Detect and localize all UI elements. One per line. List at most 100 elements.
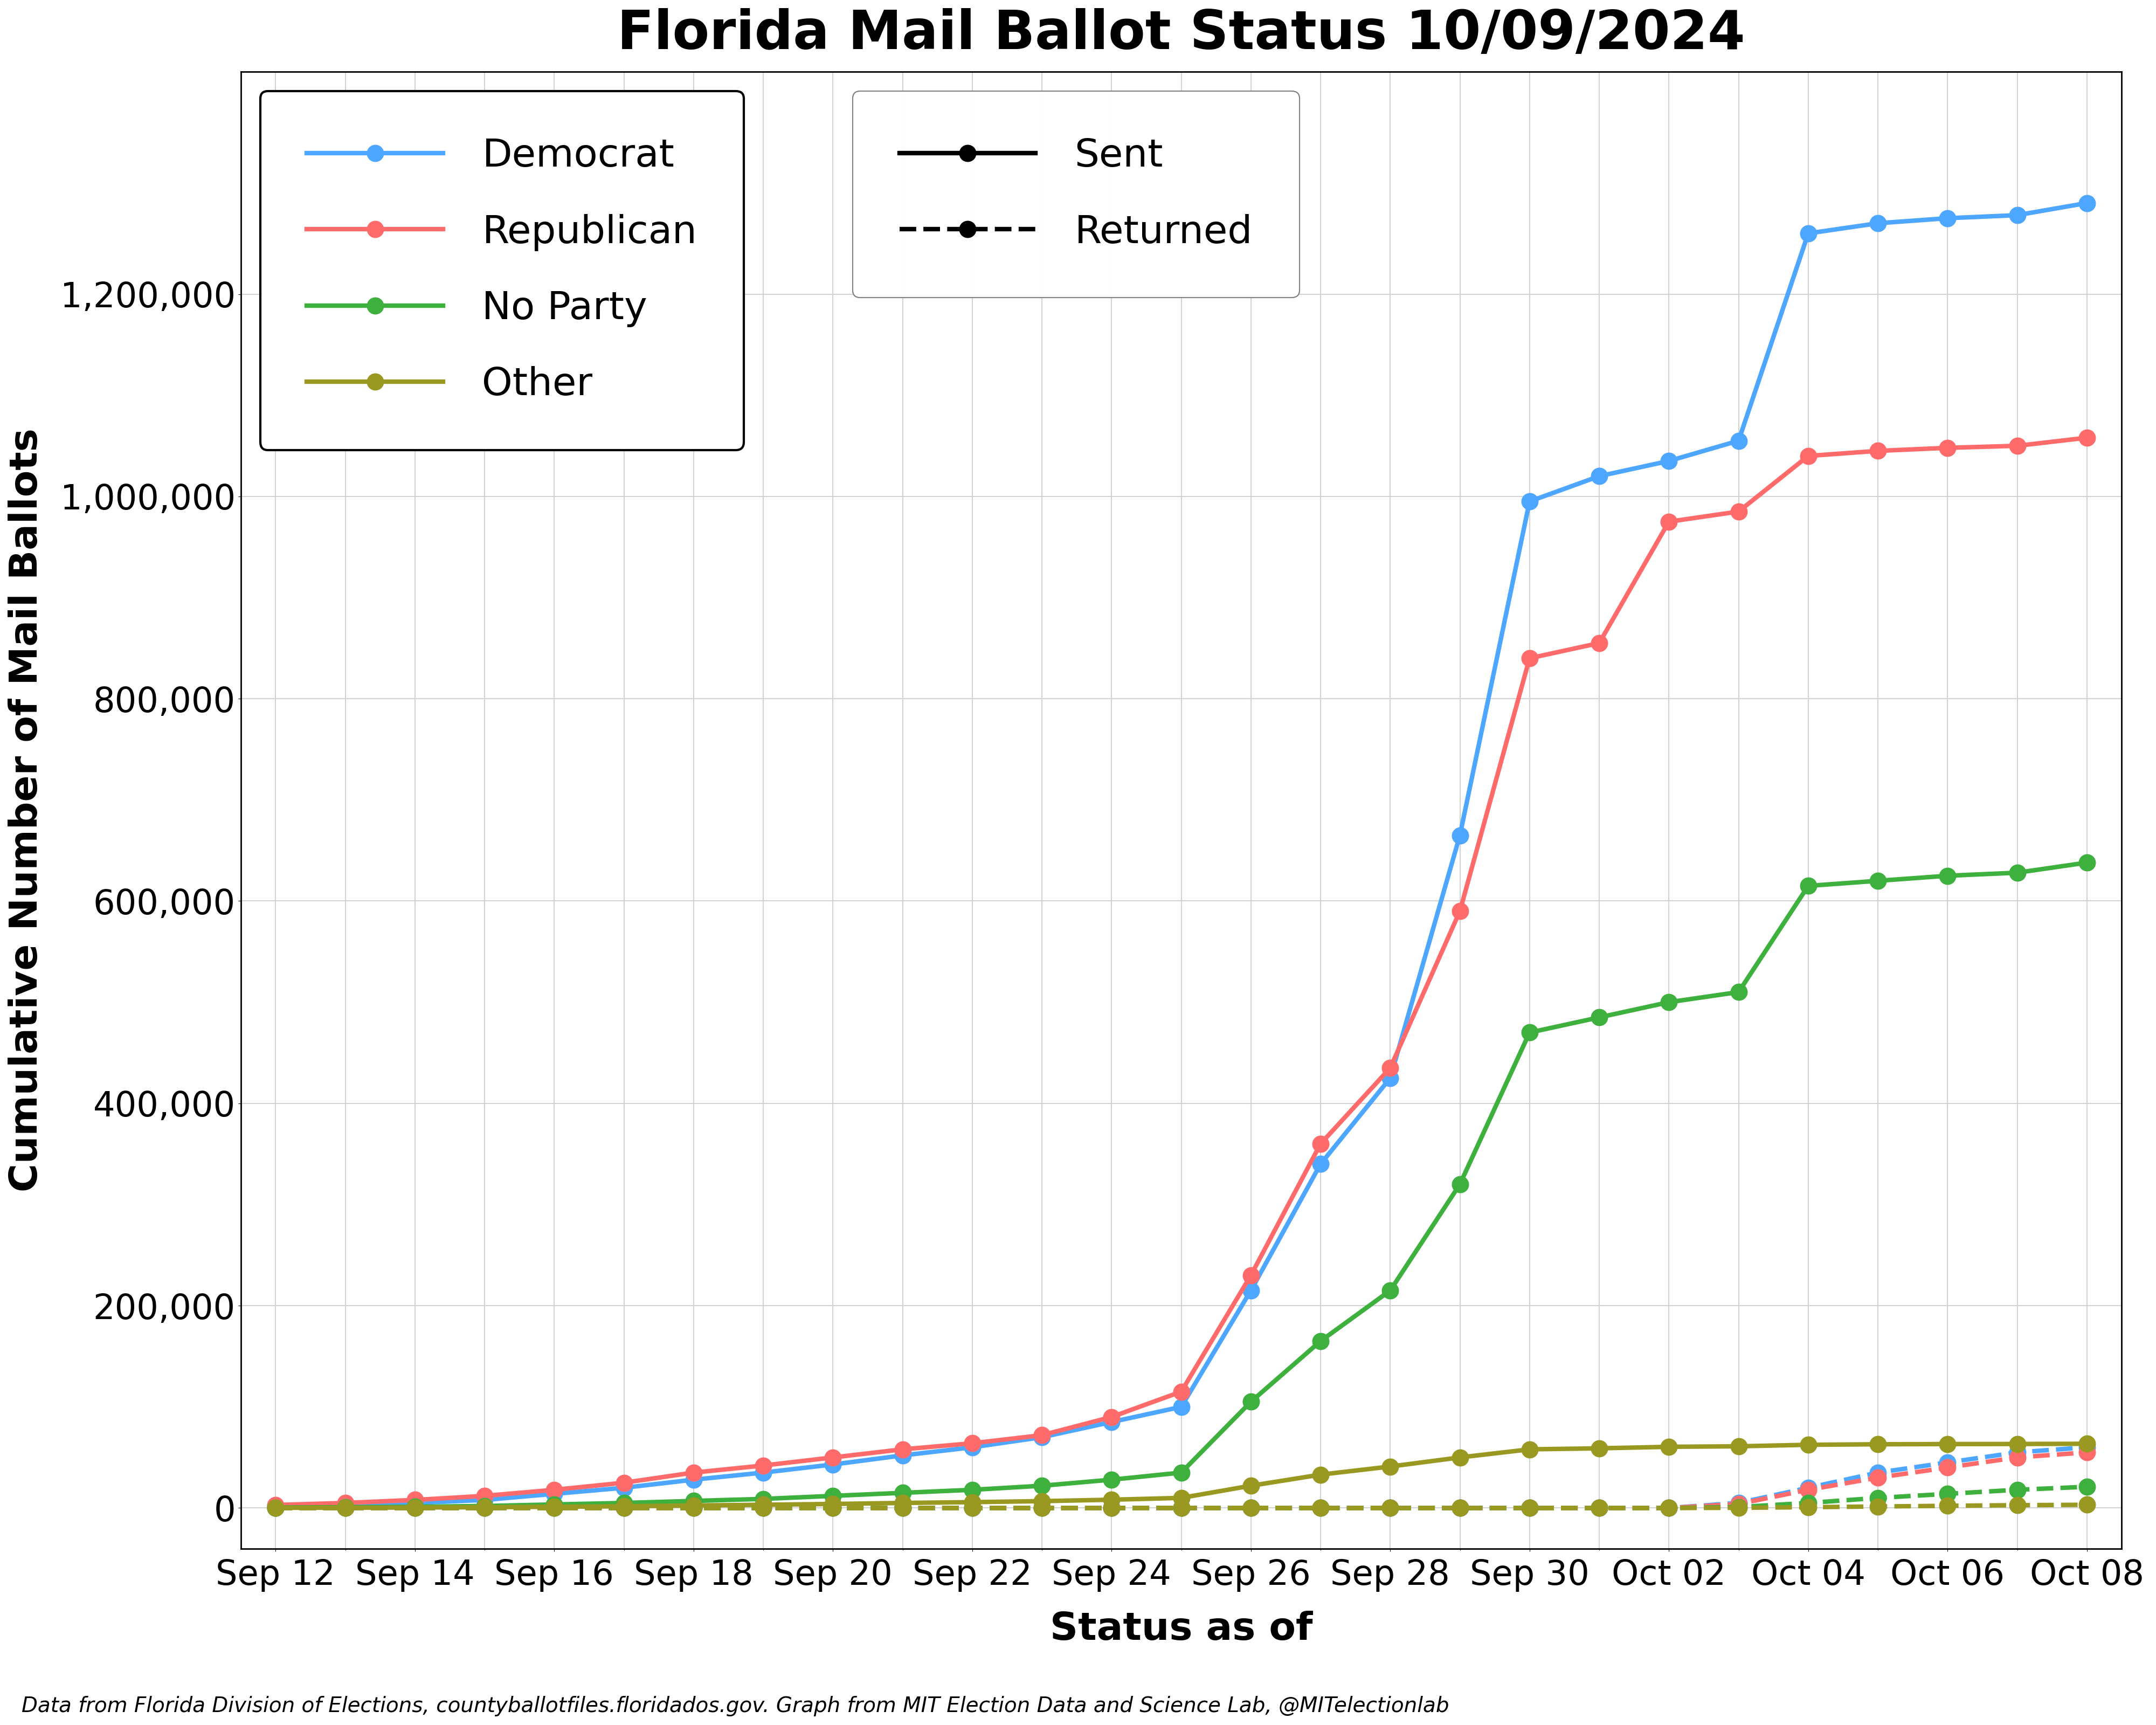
Republican [959, 1433, 985, 1454]
Republican [890, 1439, 916, 1459]
Republican [332, 1492, 358, 1513]
Other [472, 1497, 498, 1518]
No Party [1587, 1007, 1613, 1028]
Other [1169, 1487, 1194, 1508]
Democrat [1587, 466, 1613, 486]
Line: Democrat: Democrat [267, 195, 2096, 1515]
Other [1447, 1447, 1473, 1468]
Democrat [1656, 450, 1682, 471]
Republican [2074, 428, 2100, 448]
Democrat [263, 1496, 289, 1516]
Other [2074, 1433, 2100, 1454]
Democrat [1309, 1154, 1335, 1175]
No Party [750, 1489, 776, 1509]
Other [541, 1497, 567, 1518]
Democrat [1725, 431, 1751, 452]
Other [750, 1494, 776, 1515]
Republican [1656, 511, 1682, 531]
Other [1309, 1465, 1335, 1485]
Democrat [819, 1454, 845, 1475]
Republican [750, 1456, 776, 1477]
Line: Republican: Republican [267, 430, 2096, 1513]
No Party [1447, 1175, 1473, 1195]
No Party [610, 1492, 636, 1513]
No Party [1865, 871, 1891, 892]
No Party [1100, 1470, 1125, 1490]
Republican [1238, 1264, 1263, 1285]
Republican [472, 1485, 498, 1506]
Democrat [1516, 492, 1542, 512]
Other [819, 1494, 845, 1515]
Democrat [1169, 1397, 1194, 1418]
No Party [959, 1480, 985, 1501]
No Party [1378, 1280, 1404, 1301]
Line: Other: Other [267, 1435, 2096, 1516]
Other [1028, 1490, 1054, 1511]
No Party [332, 1497, 358, 1518]
Democrat [750, 1463, 776, 1484]
Republican [1378, 1057, 1404, 1078]
Democrat [890, 1446, 916, 1466]
Other [1516, 1439, 1542, 1459]
Other [1238, 1475, 1263, 1496]
Democrat [1934, 207, 1960, 228]
Republican [1796, 445, 1822, 466]
Other [959, 1492, 985, 1513]
Democrat [401, 1492, 427, 1513]
Republican [2005, 435, 2031, 455]
No Party [2074, 852, 2100, 873]
Democrat [1238, 1280, 1263, 1301]
Democrat [959, 1437, 985, 1458]
Democrat [610, 1477, 636, 1497]
Republican [541, 1480, 567, 1501]
No Party [1516, 1023, 1542, 1044]
X-axis label: Status as of: Status as of [1050, 1611, 1313, 1647]
No Party [2005, 862, 2031, 883]
Y-axis label: Cumulative Number of Mail Ballots: Cumulative Number of Mail Ballots [9, 428, 45, 1192]
Democrat [332, 1494, 358, 1515]
Republican [1028, 1425, 1054, 1446]
Republican [401, 1490, 427, 1511]
Democrat [1447, 825, 1473, 845]
Other [681, 1496, 707, 1516]
Republican [610, 1473, 636, 1494]
No Party [401, 1497, 427, 1518]
Title: Florida Mail Ballot Status 10/09/2024: Florida Mail Ballot Status 10/09/2024 [617, 9, 1744, 60]
Democrat [1796, 223, 1822, 243]
No Party [819, 1485, 845, 1506]
Democrat [1865, 212, 1891, 233]
No Party [1169, 1463, 1194, 1484]
Other [263, 1497, 289, 1518]
Republican [1934, 438, 1960, 459]
Democrat [472, 1490, 498, 1511]
Other [1587, 1439, 1613, 1459]
No Party [1934, 866, 1960, 887]
Republican [1169, 1382, 1194, 1402]
No Party [1309, 1330, 1335, 1351]
Republican [1865, 440, 1891, 461]
Other [332, 1497, 358, 1518]
Republican [1100, 1406, 1125, 1427]
No Party [472, 1496, 498, 1516]
No Party [1238, 1392, 1263, 1413]
Democrat [1100, 1411, 1125, 1432]
Democrat [1028, 1427, 1054, 1447]
Line: No Party: No Party [267, 854, 2096, 1516]
No Party [1028, 1475, 1054, 1496]
No Party [541, 1494, 567, 1515]
Legend: Sent, Returned: Sent, Returned [854, 91, 1300, 298]
Other [1796, 1435, 1822, 1456]
Democrat [541, 1484, 567, 1504]
Republican [263, 1494, 289, 1515]
No Party [1725, 982, 1751, 1002]
Text: Data from Florida Division of Elections, countyballotfiles.floridados.gov. Graph: Data from Florida Division of Elections,… [22, 1696, 1449, 1716]
Other [1100, 1489, 1125, 1509]
Other [2005, 1433, 2031, 1454]
No Party [681, 1490, 707, 1511]
Republican [819, 1447, 845, 1468]
Democrat [1378, 1068, 1404, 1088]
Republican [1447, 900, 1473, 921]
Republican [1587, 633, 1613, 654]
Other [1378, 1456, 1404, 1477]
Other [401, 1497, 427, 1518]
